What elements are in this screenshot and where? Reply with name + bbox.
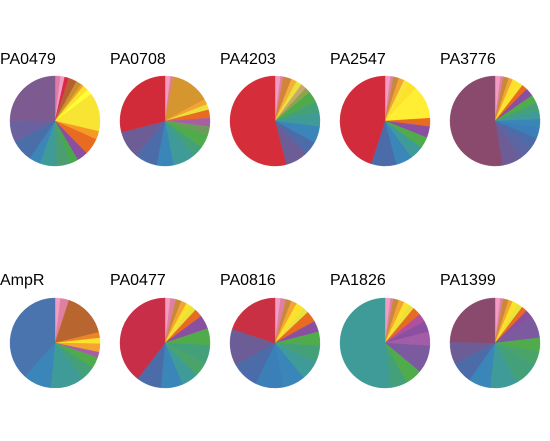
pie-pa0708: PA0708 [110,51,211,167]
pie-slice [339,297,391,389]
pie-title: AmpR [0,272,44,289]
pie-title: PA1399 [440,272,496,289]
pie-slice [119,297,166,380]
pie-slice [229,75,287,167]
pie-ampr: AmpR [0,272,101,389]
pie-slice [449,75,503,167]
pie-title: PA4203 [220,51,276,68]
pie-pa4203: PA4203 [220,51,321,167]
pie-slice [9,75,56,122]
pie-pa2547: PA2547 [330,51,431,167]
pie-pa0479: PA0479 [0,51,101,167]
pie-slice [339,75,386,165]
pie-title: PA2547 [330,51,386,68]
pie-pa0816: PA0816 [220,272,321,389]
pie-title: PA3776 [440,51,496,68]
pie-title: PA1826 [330,272,386,289]
pie-pa1399: PA1399 [440,272,541,389]
pie-pa0477: PA0477 [110,272,211,389]
pie-slice [9,297,56,377]
pie-title: PA0477 [110,272,166,289]
pie-title: PA0816 [220,272,276,289]
pie-slice [449,297,496,344]
pie-slice [119,75,166,133]
pie-pa3776: PA3776 [440,51,541,167]
pie-title: PA0708 [110,51,166,68]
pie-slice [231,297,276,344]
pie-pa1826: PA1826 [330,272,431,389]
pie-slice [54,299,99,344]
pie-title: PA0479 [0,51,56,68]
